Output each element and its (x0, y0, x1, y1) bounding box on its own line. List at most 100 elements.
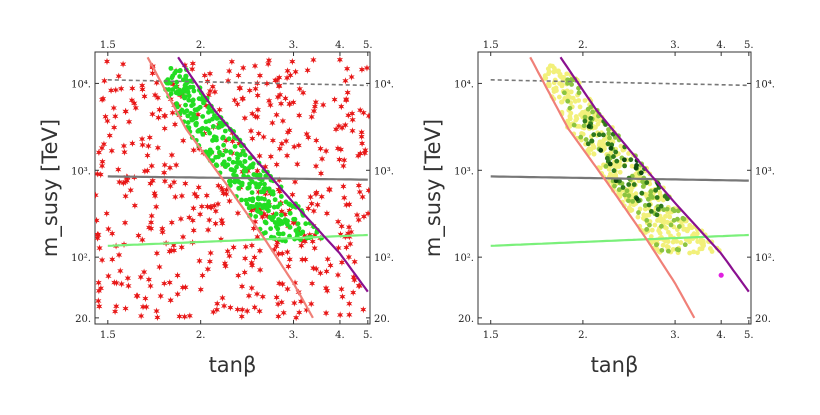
data-point (322, 284, 330, 292)
data-point (678, 240, 684, 245)
data-point (309, 279, 316, 288)
data-point (559, 83, 565, 89)
data-point (362, 146, 369, 154)
data-point (608, 145, 614, 151)
data-point (283, 137, 290, 145)
data-point (633, 165, 639, 171)
data-point (295, 221, 301, 227)
data-point (279, 250, 286, 258)
data-point (647, 222, 652, 228)
data-point (202, 101, 210, 110)
data-point (256, 196, 262, 202)
data-point (190, 101, 196, 107)
data-point (622, 163, 628, 169)
data-point (671, 217, 677, 223)
data-point (190, 204, 197, 212)
x-tick-label: 2. (196, 40, 206, 51)
data-point (637, 206, 643, 212)
data-point (355, 282, 362, 290)
data-point (629, 163, 635, 169)
data-point (143, 303, 150, 311)
plot-area (490, 56, 750, 319)
data-point (290, 219, 297, 227)
data-point (576, 90, 582, 96)
data-point (170, 241, 177, 249)
x-tick-label: 3. (289, 330, 299, 341)
data-point (181, 313, 188, 321)
data-point (267, 153, 274, 161)
data-point (278, 140, 285, 148)
data-point (310, 56, 317, 64)
data-point (216, 106, 223, 114)
data-point (156, 106, 163, 114)
data-point (248, 259, 255, 267)
data-point (181, 94, 187, 99)
data-point (591, 145, 597, 150)
data-point (626, 151, 631, 156)
data-point (199, 97, 205, 102)
data-point (193, 121, 199, 127)
data-point (123, 177, 131, 185)
data-point (341, 194, 348, 202)
data-point (226, 136, 232, 142)
data-point (173, 161, 180, 169)
data-point (357, 106, 364, 114)
data-point (162, 112, 169, 120)
data-point (654, 242, 659, 247)
data-point (630, 198, 636, 204)
data-point (617, 163, 623, 169)
data-point (207, 150, 213, 156)
data-point (340, 182, 347, 190)
data-point (250, 204, 256, 209)
data-point (308, 200, 315, 208)
data-point (234, 164, 239, 170)
data-point (573, 114, 579, 119)
data-point (553, 85, 559, 91)
data-point (153, 307, 160, 315)
data-point (219, 294, 226, 302)
data-point (129, 84, 136, 92)
data-point (655, 218, 660, 223)
data-point (108, 147, 115, 155)
data-point (100, 95, 107, 103)
data-point (335, 122, 342, 130)
data-point (220, 189, 227, 197)
data-point (305, 204, 312, 212)
data-point (249, 179, 255, 185)
data-point (281, 210, 289, 219)
data-point (665, 220, 671, 225)
data-point (159, 225, 166, 233)
data-point (122, 304, 129, 313)
data-point (186, 97, 192, 103)
data-point (115, 166, 122, 174)
data-point (190, 226, 197, 234)
data-point (561, 90, 567, 96)
y-tick-label: 10³. (454, 166, 474, 177)
data-point (582, 98, 588, 103)
data-point (218, 184, 225, 192)
data-point (251, 253, 258, 261)
data-point (102, 113, 109, 121)
data-point (265, 56, 273, 64)
data-point (191, 190, 198, 198)
data-point (671, 208, 677, 214)
data-point (166, 279, 173, 287)
data-point (232, 144, 238, 149)
data-point (312, 162, 320, 170)
data-point (204, 126, 209, 132)
data-point (205, 91, 212, 99)
data-point (360, 213, 368, 221)
data-point (174, 290, 181, 298)
data-point (279, 117, 286, 125)
data-point (262, 163, 269, 171)
plot-area (95, 56, 370, 322)
y-tick-label: 10³. (71, 166, 91, 177)
data-point (228, 178, 234, 184)
data-point (311, 244, 318, 252)
data-point (245, 292, 252, 300)
data-point (174, 79, 180, 85)
data-point (247, 127, 255, 135)
data-point (256, 72, 264, 80)
data-point (649, 227, 655, 233)
data-point (269, 191, 275, 197)
